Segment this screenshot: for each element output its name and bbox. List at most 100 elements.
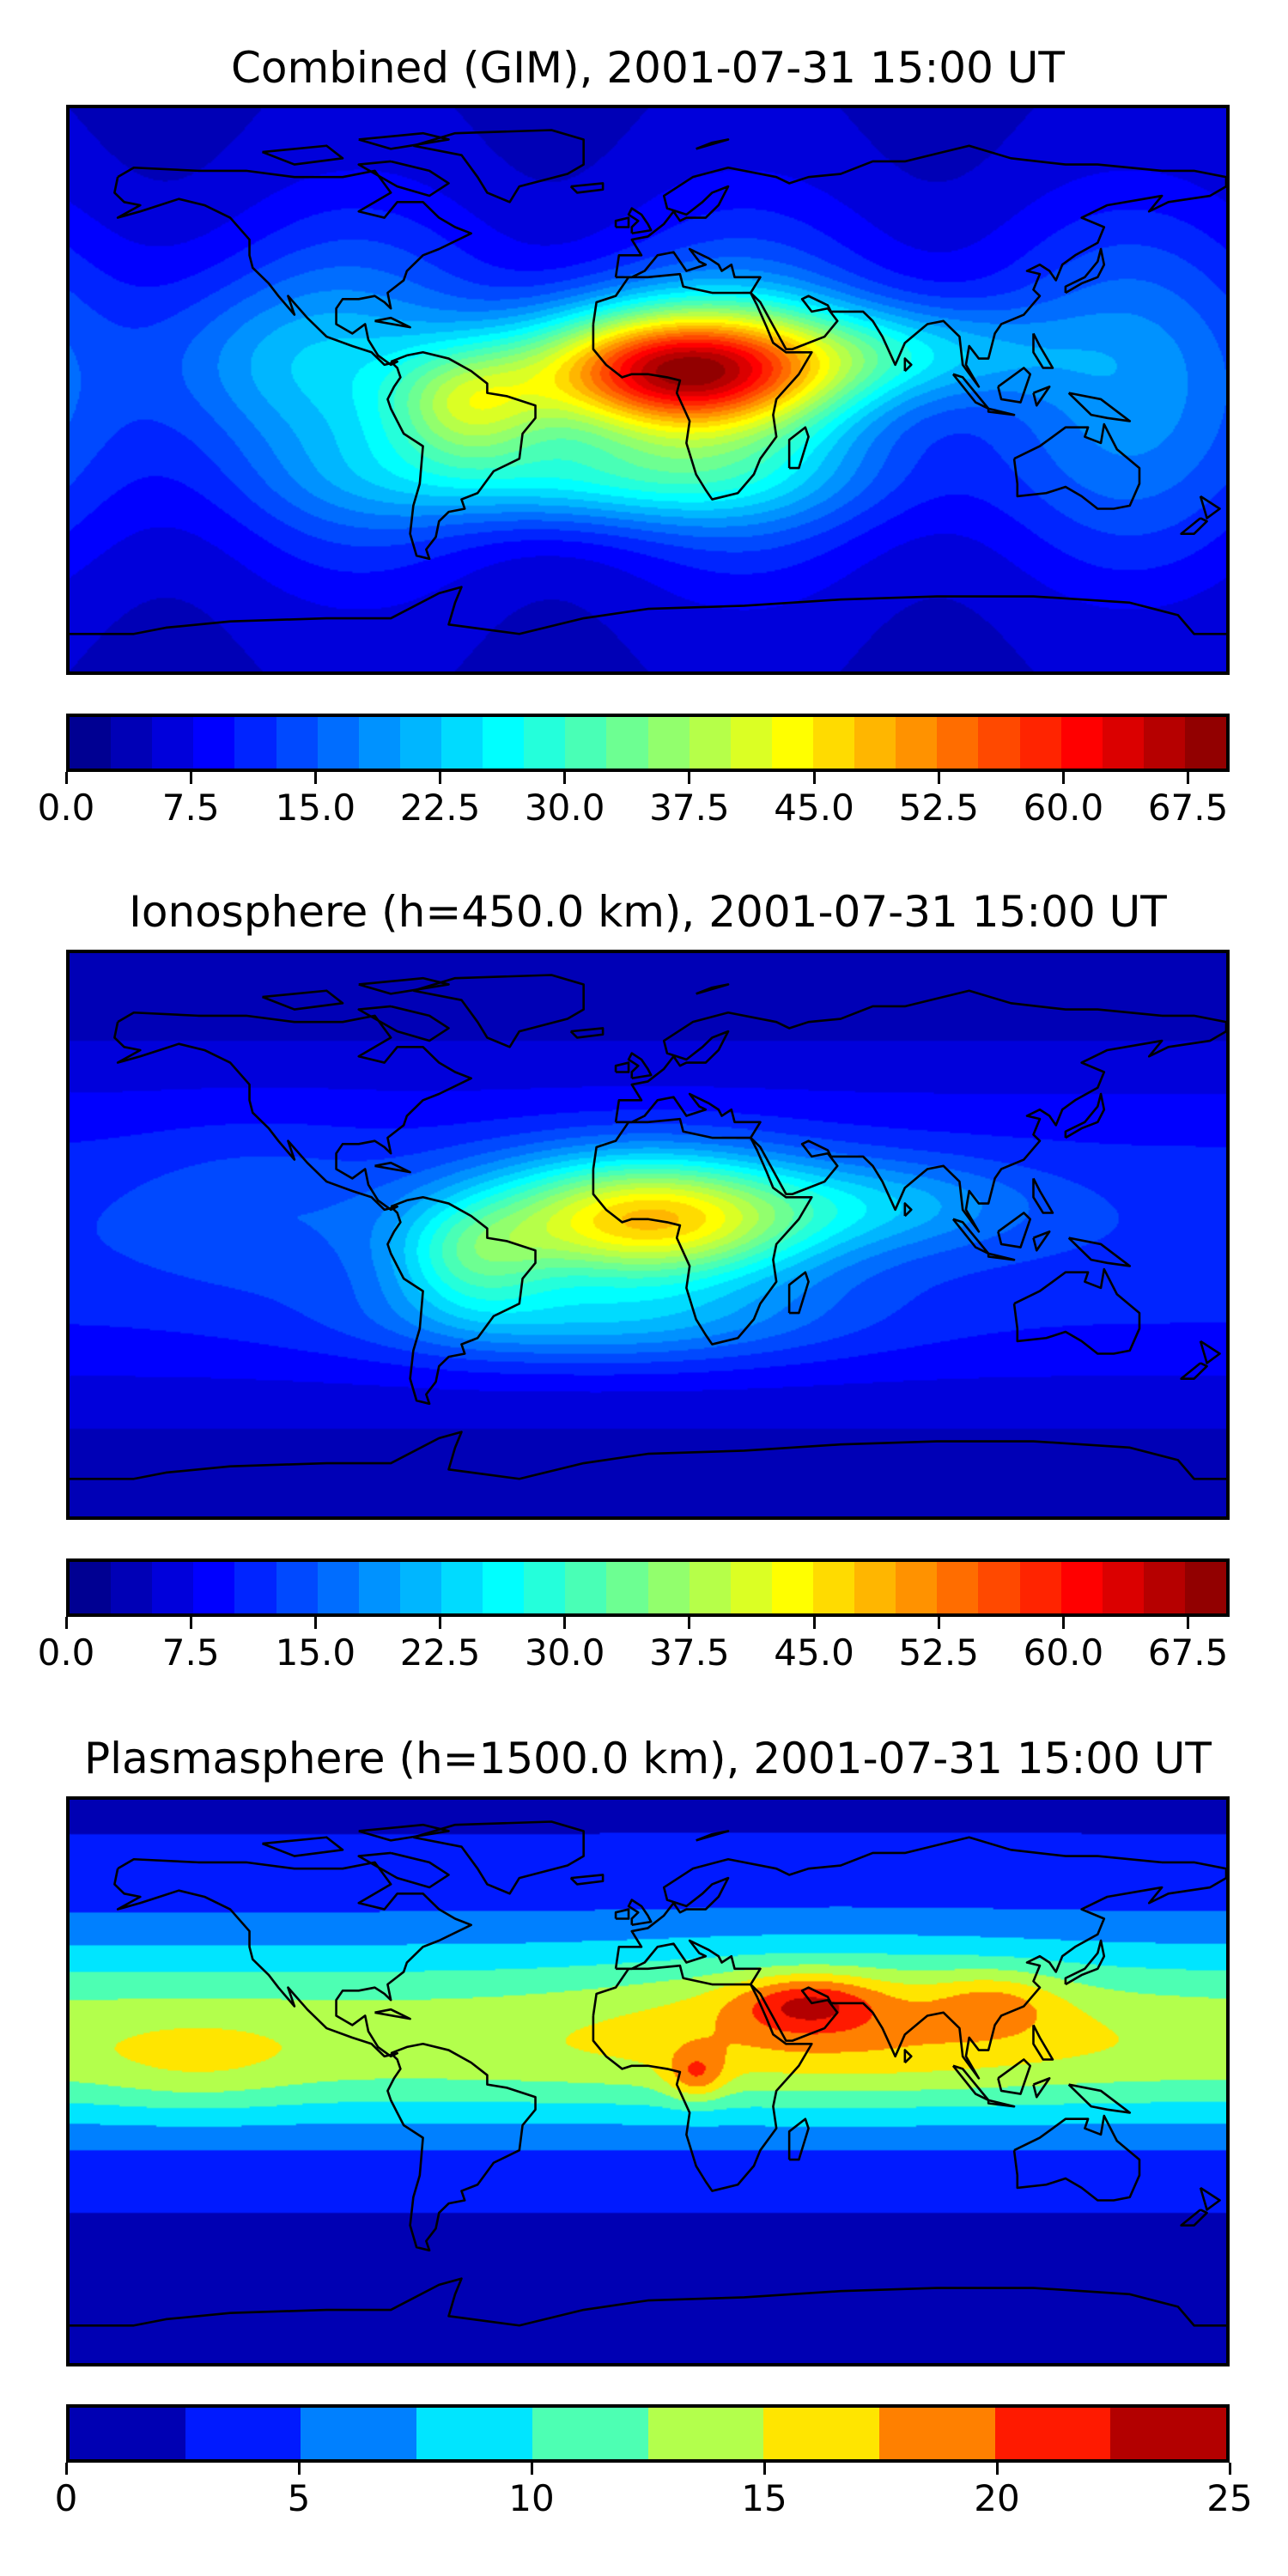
- coastline: [1014, 1269, 1139, 1353]
- colorbar-tick-label: 45.0: [774, 787, 854, 829]
- coastline: [998, 1212, 1030, 1247]
- coastline: [571, 1028, 603, 1037]
- coastline: [263, 146, 343, 165]
- colorbar-tick-label: 0.0: [37, 1631, 95, 1674]
- coastline: [413, 975, 583, 1048]
- colorbar-tick-label: 22.5: [399, 787, 481, 829]
- colorbar-bin: [771, 717, 813, 769]
- coastline: [905, 2050, 911, 2063]
- colorbar-tick-label: 10: [508, 2477, 555, 2519]
- colorbar-combined: [66, 714, 1230, 772]
- coastline: [1066, 1941, 1104, 1984]
- colorbar-bin: [896, 717, 938, 769]
- coastlines: [70, 953, 1226, 1516]
- colorbar-bin: [234, 717, 276, 769]
- coastline: [789, 1273, 808, 1313]
- colorbar-tick-mark: [937, 1617, 940, 1629]
- coastline: [616, 1910, 629, 1919]
- coastline: [905, 359, 911, 372]
- coastline: [696, 139, 728, 149]
- coastline: [988, 1254, 1014, 1260]
- coastline: [359, 161, 449, 196]
- colorbar-ionosphere: [66, 1558, 1230, 1617]
- coastline: [1182, 518, 1207, 533]
- map-ionosphere-tec: [66, 950, 1230, 1520]
- colorbar-bin: [647, 1562, 690, 1613]
- colorbar-bin: [1019, 1562, 1061, 1613]
- colorbar-bin: [152, 717, 194, 769]
- colorbar-tick-label: 15: [741, 2477, 787, 2519]
- coastline: [629, 1054, 651, 1078]
- coastline: [998, 2059, 1030, 2093]
- colorbar-bin: [276, 717, 318, 769]
- colorbar-tick-mark: [1061, 772, 1065, 784]
- coastline: [359, 1006, 449, 1041]
- colorbar-tick-label: 52.5: [898, 1631, 980, 1674]
- colorbar-bin: [854, 1562, 896, 1613]
- coastline: [616, 991, 1226, 1232]
- colorbar-tick-label: 25: [1206, 2477, 1253, 2519]
- colorbar-tick-label: 52.5: [898, 787, 980, 829]
- colorbar-bin: [416, 2408, 532, 2459]
- coastline: [263, 991, 343, 1010]
- colorbar-tick-mark: [64, 1617, 68, 1629]
- tec-contour-field-plasmasphere: [70, 1800, 1226, 2363]
- coastline: [593, 1965, 811, 2190]
- coastline: [789, 2119, 808, 2160]
- coastline: [1069, 393, 1130, 422]
- map-title-ionosphere: Ionosphere (h=450.0 km), 2001-07-31 15:0…: [129, 887, 1167, 937]
- colorbar-bin: [878, 2408, 995, 2459]
- colorbar-bin: [276, 1562, 318, 1613]
- coastline: [629, 1900, 651, 1925]
- colorbar-bin: [111, 717, 153, 769]
- colorbar-ticks-plasmasphere: 0 5 10 15 20 25: [55, 2463, 1253, 2523]
- colorbar-bin: [358, 717, 400, 769]
- colorbar-tick-mark: [1228, 2463, 1231, 2475]
- coastline: [387, 1197, 535, 1404]
- colorbar-bin: [234, 1562, 276, 1613]
- coastline: [616, 1838, 1226, 2079]
- coastlines: [70, 108, 1226, 671]
- colorbar-bin: [565, 717, 607, 769]
- coastline: [571, 183, 603, 192]
- colorbar-bin: [1184, 1562, 1227, 1613]
- colorbar-tick-mark: [812, 1617, 816, 1629]
- coastline: [413, 1822, 583, 1894]
- colorbar-bin: [440, 1562, 483, 1613]
- colorbar-bin: [994, 2408, 1111, 2459]
- colorbar-bin: [689, 717, 731, 769]
- colorbar-tick-mark: [64, 772, 68, 784]
- colorbar-bin: [896, 1562, 938, 1613]
- colorbar-bin: [1102, 717, 1144, 769]
- coastline: [696, 984, 728, 993]
- colorbar-bin: [771, 1562, 813, 1613]
- colorbar-bin: [1060, 717, 1103, 769]
- colorbar-tick-label: 20: [974, 2477, 1020, 2519]
- coastline: [1034, 2078, 1050, 2097]
- coastline: [953, 374, 988, 409]
- map-combined-tec: [66, 105, 1230, 675]
- colorbar-bin: [978, 1562, 1020, 1613]
- colorbar-bin: [440, 717, 483, 769]
- colorbar-bin: [399, 1562, 441, 1613]
- colorbar-tick-mark: [530, 2463, 533, 2475]
- coastline: [789, 428, 808, 468]
- colorbar-bin: [1060, 1562, 1103, 1613]
- colorbar-tick-label: 30.0: [524, 787, 605, 829]
- map-title-combined: Combined (GIM), 2001-07-31 15:00 UT: [231, 43, 1065, 93]
- coastline: [953, 1219, 988, 1254]
- coastline: [988, 409, 1014, 415]
- coastline: [1014, 2116, 1139, 2200]
- colorbar-bin: [606, 717, 648, 769]
- coastline: [696, 1831, 728, 1840]
- colorbar-bin: [358, 1562, 400, 1613]
- coastline: [1200, 2188, 1219, 2210]
- colorbar-bin: [70, 1562, 112, 1613]
- colorbar-bin: [812, 717, 855, 769]
- colorbar-tick-label: 30.0: [524, 1631, 605, 1674]
- coastline: [359, 978, 449, 993]
- colorbar-bin: [193, 1562, 235, 1613]
- colorbar-bin: [532, 2408, 648, 2459]
- colorbar-bin: [730, 1562, 772, 1613]
- colorbar-bin: [565, 1562, 607, 1613]
